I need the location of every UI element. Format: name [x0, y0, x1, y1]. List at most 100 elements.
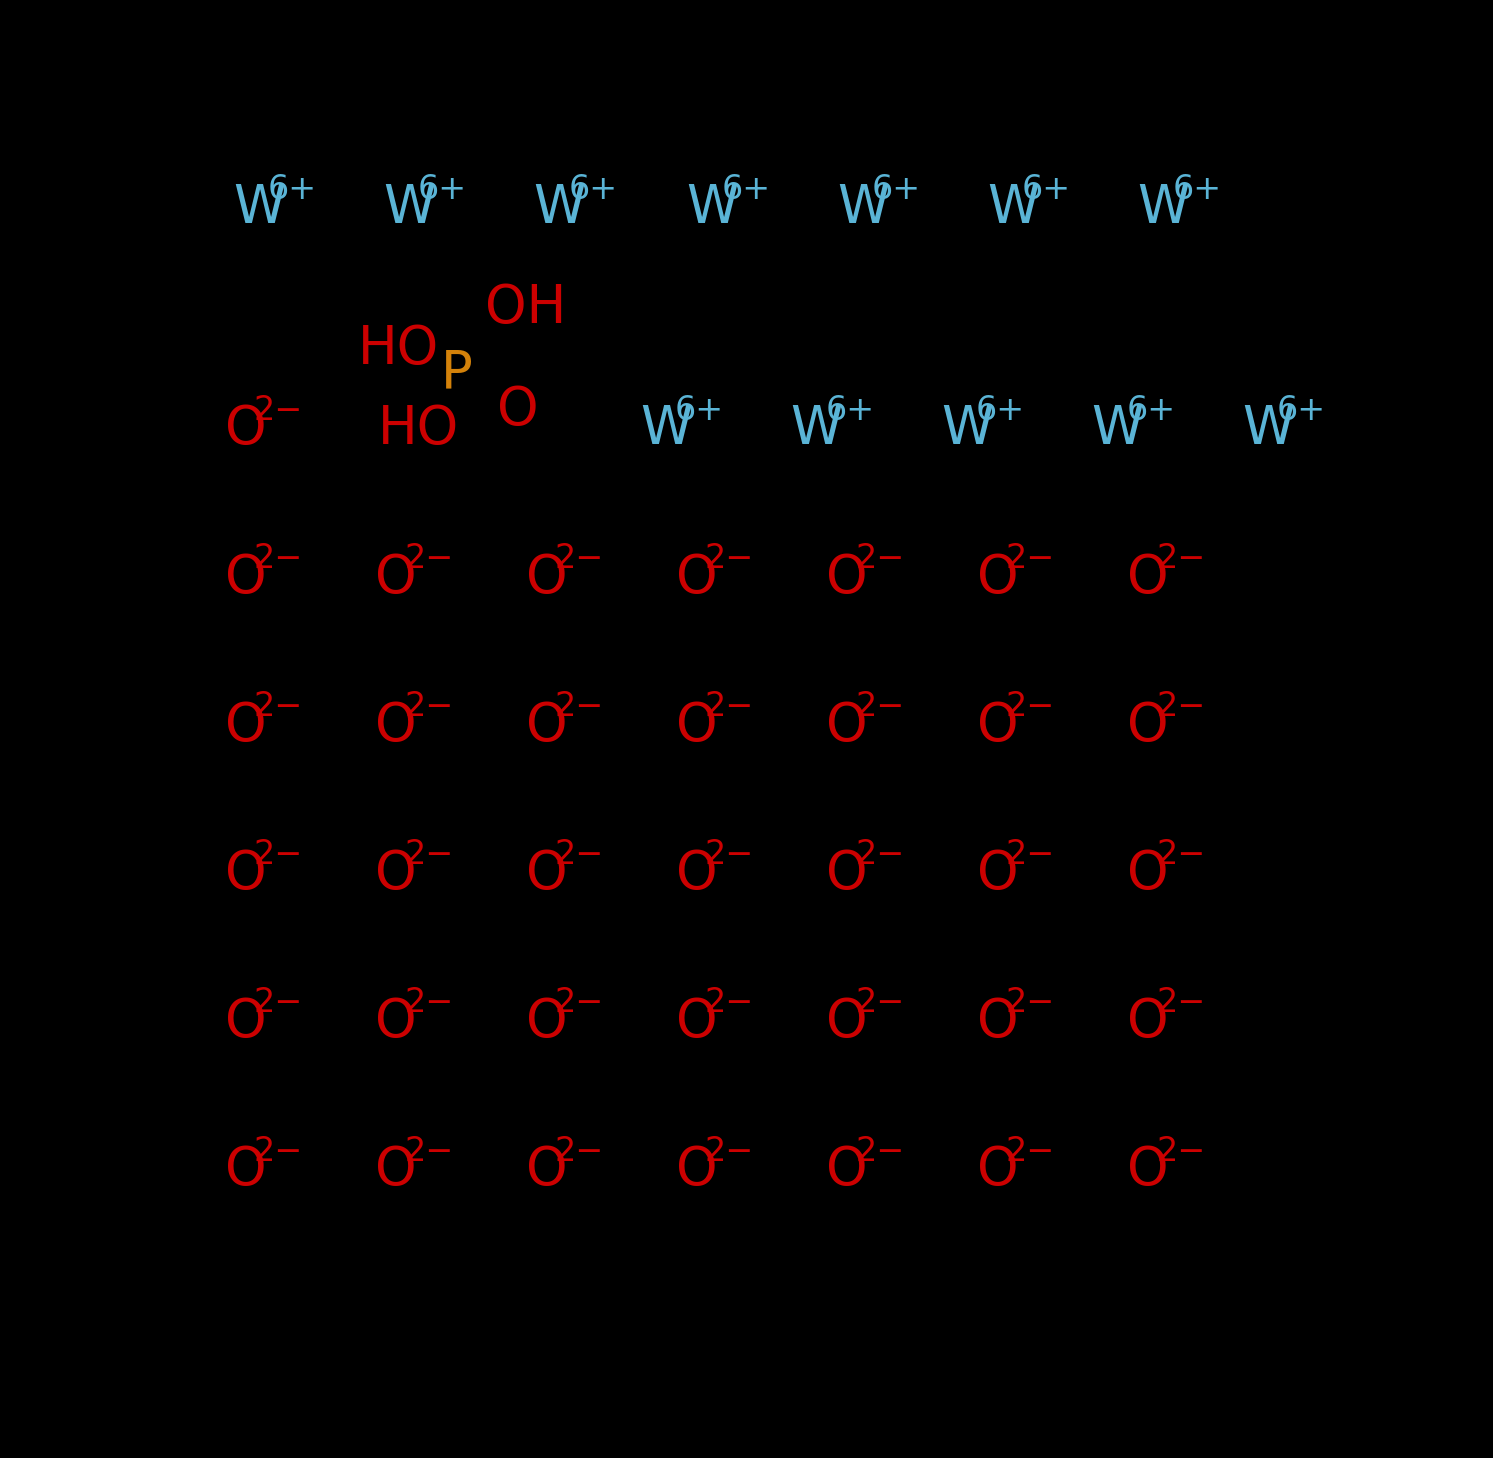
Text: O: O: [1127, 996, 1169, 1048]
Text: 6+: 6+: [1126, 394, 1175, 427]
Text: 2−: 2−: [855, 690, 905, 723]
Text: 6+: 6+: [675, 394, 724, 427]
Text: 2−: 2−: [705, 987, 754, 1019]
Text: 2−: 2−: [705, 1134, 754, 1168]
Text: O: O: [225, 849, 266, 900]
Text: O: O: [827, 996, 867, 1048]
Text: O: O: [375, 551, 417, 604]
Text: O: O: [225, 404, 266, 455]
Text: 2−: 2−: [554, 987, 605, 1019]
Text: W: W: [1242, 404, 1294, 455]
Text: O: O: [976, 551, 1018, 604]
Text: 6+: 6+: [721, 172, 770, 206]
Text: 2−: 2−: [1156, 838, 1206, 872]
Text: O: O: [1127, 849, 1169, 900]
Text: 6+: 6+: [569, 172, 618, 206]
Text: 2−: 2−: [705, 690, 754, 723]
Text: O: O: [976, 849, 1018, 900]
Text: O: O: [976, 700, 1018, 752]
Text: 6+: 6+: [1172, 172, 1221, 206]
Text: O: O: [526, 551, 567, 604]
Text: 2−: 2−: [855, 838, 905, 872]
Text: W: W: [233, 182, 285, 235]
Text: O: O: [676, 1145, 718, 1197]
Text: 2−: 2−: [554, 542, 605, 574]
Text: O: O: [526, 849, 567, 900]
Text: O: O: [827, 1145, 867, 1197]
Text: 2−: 2−: [254, 987, 303, 1019]
Text: W: W: [791, 404, 842, 455]
Text: W: W: [838, 182, 888, 235]
Text: 2−: 2−: [1006, 542, 1056, 574]
Text: O: O: [1127, 1145, 1169, 1197]
Text: O: O: [225, 996, 266, 1048]
Text: O: O: [1127, 700, 1169, 752]
Text: O: O: [375, 996, 417, 1048]
Text: 2−: 2−: [554, 690, 605, 723]
Text: O: O: [676, 551, 718, 604]
Text: 6+: 6+: [418, 172, 467, 206]
Text: 2−: 2−: [855, 987, 905, 1019]
Text: 2−: 2−: [254, 394, 303, 427]
Text: 2−: 2−: [405, 987, 454, 1019]
Text: W: W: [384, 182, 436, 235]
Text: 6+: 6+: [267, 172, 317, 206]
Text: 2−: 2−: [1156, 1134, 1206, 1168]
Text: 2−: 2−: [1006, 838, 1056, 872]
Text: W: W: [941, 404, 993, 455]
Text: O: O: [827, 551, 867, 604]
Text: O: O: [526, 1145, 567, 1197]
Text: W: W: [687, 182, 739, 235]
Text: 2−: 2−: [254, 838, 303, 872]
Text: 6+: 6+: [1023, 172, 1070, 206]
Text: P: P: [442, 347, 473, 399]
Text: W: W: [533, 182, 585, 235]
Text: 2−: 2−: [1156, 987, 1206, 1019]
Text: 2−: 2−: [705, 838, 754, 872]
Text: O: O: [1127, 551, 1169, 604]
Text: O: O: [526, 700, 567, 752]
Text: O: O: [676, 996, 718, 1048]
Text: 6+: 6+: [872, 172, 921, 206]
Text: 2−: 2−: [254, 542, 303, 574]
Text: 2−: 2−: [1006, 690, 1056, 723]
Text: OH: OH: [485, 283, 566, 334]
Text: 2−: 2−: [705, 542, 754, 574]
Text: 2−: 2−: [254, 690, 303, 723]
Text: HO: HO: [378, 404, 458, 455]
Text: 2−: 2−: [855, 1134, 905, 1168]
Text: O: O: [375, 849, 417, 900]
Text: 2−: 2−: [1156, 690, 1206, 723]
Text: O: O: [827, 700, 867, 752]
Text: O: O: [676, 849, 718, 900]
Text: 6+: 6+: [826, 394, 875, 427]
Text: W: W: [987, 182, 1039, 235]
Text: W: W: [640, 404, 693, 455]
Text: O: O: [976, 1145, 1018, 1197]
Text: O: O: [225, 551, 266, 604]
Text: O: O: [526, 996, 567, 1048]
Text: 2−: 2−: [405, 1134, 454, 1168]
Text: 2−: 2−: [1006, 1134, 1056, 1168]
Text: O: O: [497, 385, 539, 436]
Text: 2−: 2−: [1156, 542, 1206, 574]
Text: W: W: [1091, 404, 1144, 455]
Text: O: O: [827, 849, 867, 900]
Text: O: O: [375, 1145, 417, 1197]
Text: O: O: [225, 700, 266, 752]
Text: 6+: 6+: [976, 394, 1024, 427]
Text: HO: HO: [358, 322, 439, 375]
Text: 2−: 2−: [554, 1134, 605, 1168]
Text: 2−: 2−: [254, 1134, 303, 1168]
Text: 2−: 2−: [554, 838, 605, 872]
Text: 2−: 2−: [405, 690, 454, 723]
Text: 2−: 2−: [855, 542, 905, 574]
Text: O: O: [976, 996, 1018, 1048]
Text: O: O: [225, 1145, 266, 1197]
Text: 2−: 2−: [405, 838, 454, 872]
Text: 2−: 2−: [1006, 987, 1056, 1019]
Text: O: O: [375, 700, 417, 752]
Text: 6+: 6+: [1277, 394, 1326, 427]
Text: O: O: [676, 700, 718, 752]
Text: W: W: [1138, 182, 1190, 235]
